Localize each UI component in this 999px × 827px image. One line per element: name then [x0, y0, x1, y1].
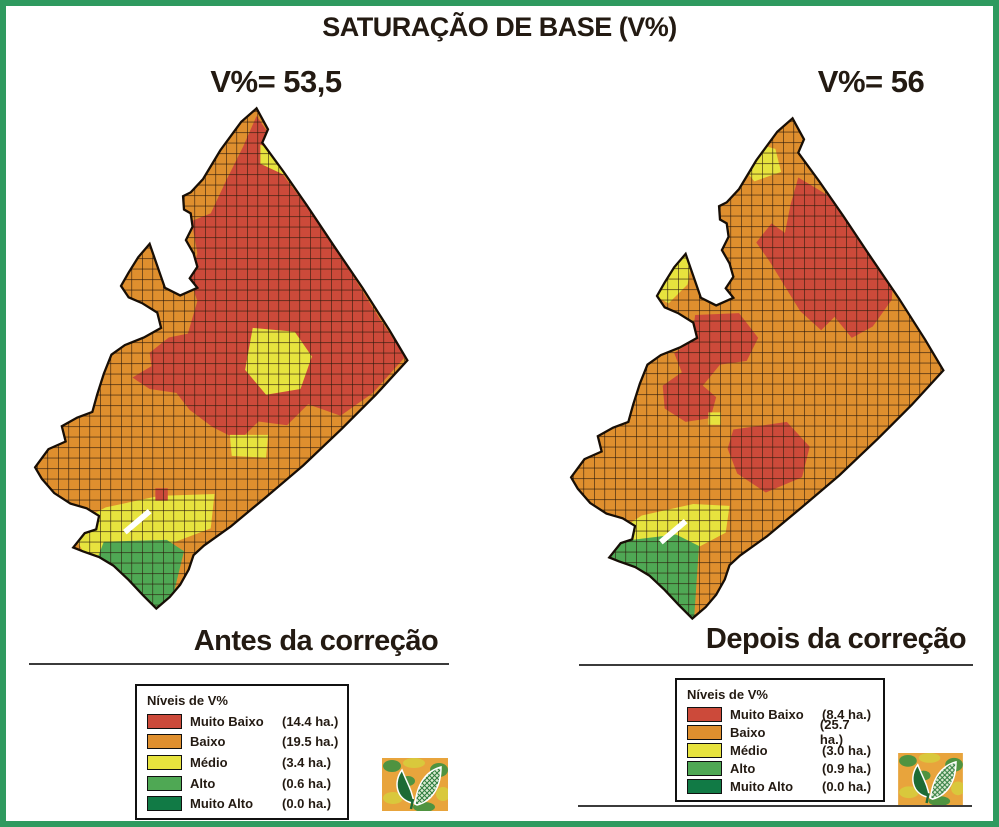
- bottom-rule: [31, 822, 451, 824]
- legend-row: Muito Baixo (8.4 ha.): [687, 705, 875, 723]
- legend-label: Baixo: [190, 734, 226, 750]
- legend-swatch: [147, 775, 182, 791]
- legend-label: Muito Baixo: [190, 713, 264, 729]
- leaf-logo: [898, 753, 963, 805]
- caption-underline: [579, 664, 973, 666]
- legend-area: (0.9 ha.): [822, 761, 872, 777]
- legend-swatch: [687, 743, 722, 758]
- legend-label: Baixo: [730, 724, 766, 740]
- legend-row: Muito Alto (0.0 ha.): [147, 793, 339, 814]
- legend-area: (0.0 ha.): [282, 796, 332, 812]
- legend-area: (19.5 ha.): [282, 734, 339, 750]
- legend-row: Baixo (25.7 ha.): [687, 717, 875, 747]
- legend-before: Níveis de V% Muito Baixo (14.4 ha.) Baix…: [135, 684, 349, 820]
- legend-row: Muito Alto (0.0 ha.): [687, 778, 875, 796]
- bottom-rule: [578, 805, 972, 807]
- legend-row: Alto (0.9 ha.): [687, 760, 875, 778]
- legend-swatch: [147, 796, 182, 812]
- legend-row: Muito Baixo (14.4 ha.): [147, 711, 339, 732]
- legend-label: Muito Alto: [730, 779, 794, 795]
- legend-row: Alto (0.6 ha.): [147, 773, 339, 794]
- legend-label: Muito Baixo: [730, 706, 804, 722]
- legend-label: Alto: [730, 761, 756, 777]
- legend-title: Níveis de V%: [147, 693, 228, 708]
- legend-area: (8.4 ha.): [822, 706, 872, 722]
- legend-title: Níveis de V%: [687, 687, 768, 702]
- legend-swatch: [147, 713, 182, 729]
- v-percent-before: V%= 53,5: [210, 64, 342, 99]
- legend-swatch: [147, 754, 182, 770]
- legend-row: Médio (3.4 ha.): [147, 752, 339, 773]
- caption-underline: [29, 663, 449, 665]
- legend-swatch: [687, 724, 722, 740]
- legend-area: (14.4 ha.): [282, 713, 339, 729]
- legend-label: Alto: [190, 775, 216, 791]
- caption-before: Antes da correção: [193, 625, 439, 657]
- map-before: [33, 107, 409, 610]
- figure-title: SATURAÇÃO DE BASE (V%): [322, 12, 677, 42]
- legend-swatch: [687, 706, 722, 722]
- legend-swatch: [687, 779, 722, 795]
- v-percent-after: V%= 56: [817, 64, 925, 99]
- legend-label: Muito Alto: [190, 796, 254, 812]
- legend-swatch: [687, 761, 722, 777]
- legend-label: Médio: [190, 754, 228, 770]
- leaf-logo: [382, 758, 448, 811]
- legend-row: Médio (3.0 ha.): [687, 741, 875, 759]
- legend-area: (0.0 ha.): [822, 779, 872, 795]
- map-after: [569, 117, 945, 620]
- legend-after: Níveis de V% Muito Baixo (8.4 ha.) Baixo…: [675, 678, 885, 802]
- legend-swatch: [147, 734, 182, 750]
- legend-area: (3.4 ha.): [282, 754, 332, 770]
- legend-area: (25.7 ha.): [819, 717, 850, 748]
- legend-area: (3.0 ha.): [822, 743, 872, 758]
- caption-after: Depois da correção: [705, 623, 967, 655]
- legend-label: Médio: [730, 743, 768, 758]
- legend-row: Baixo (19.5 ha.): [147, 732, 339, 753]
- legend-area: (0.6 ha.): [282, 775, 332, 791]
